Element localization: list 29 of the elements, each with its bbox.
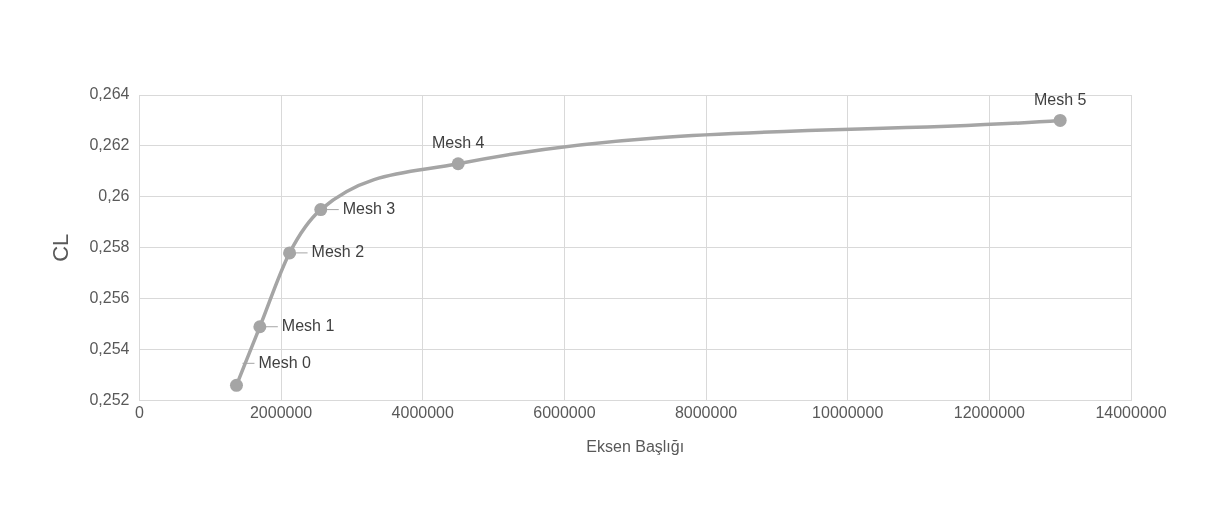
y-tick-label: 0,262 bbox=[89, 136, 130, 154]
x-tick-label: 2000000 bbox=[249, 403, 313, 421]
annotation: Mesh 4 bbox=[431, 134, 485, 152]
point bbox=[451, 157, 465, 171]
annotation: Mesh 2 bbox=[311, 243, 365, 261]
x-tick-label: 10000000 bbox=[812, 403, 884, 421]
y-tick-label: 0,254 bbox=[89, 340, 130, 358]
x-tick-label: 14000000 bbox=[1095, 403, 1167, 421]
y-tick-label: 0,252 bbox=[89, 391, 130, 409]
annotation: Mesh 3 bbox=[342, 200, 396, 218]
x-tick-label: 0 bbox=[134, 403, 144, 421]
annotation: Mesh 5 bbox=[1033, 90, 1087, 108]
x-tick-label: 12000000 bbox=[953, 403, 1026, 421]
point bbox=[314, 203, 328, 217]
point bbox=[283, 246, 297, 260]
y-tick-label: 0,258 bbox=[89, 238, 130, 256]
x-tick-label: 6000000 bbox=[533, 403, 596, 421]
point bbox=[229, 378, 243, 392]
y-tick-label: 0,26 bbox=[98, 187, 130, 205]
y-axis-title: CL bbox=[48, 233, 74, 262]
y-tick-label: 0,256 bbox=[89, 289, 130, 307]
point bbox=[1053, 113, 1067, 127]
point bbox=[253, 320, 267, 334]
x-tick-label: 8000000 bbox=[674, 403, 738, 421]
annotation: Mesh 1 bbox=[281, 317, 335, 335]
annotation: Mesh 0 bbox=[258, 353, 312, 371]
x-axis-title: Eksen Başlığı bbox=[586, 437, 685, 455]
y-tick-label: 0,264 bbox=[89, 85, 130, 103]
x-tick-label: 4000000 bbox=[391, 403, 454, 421]
